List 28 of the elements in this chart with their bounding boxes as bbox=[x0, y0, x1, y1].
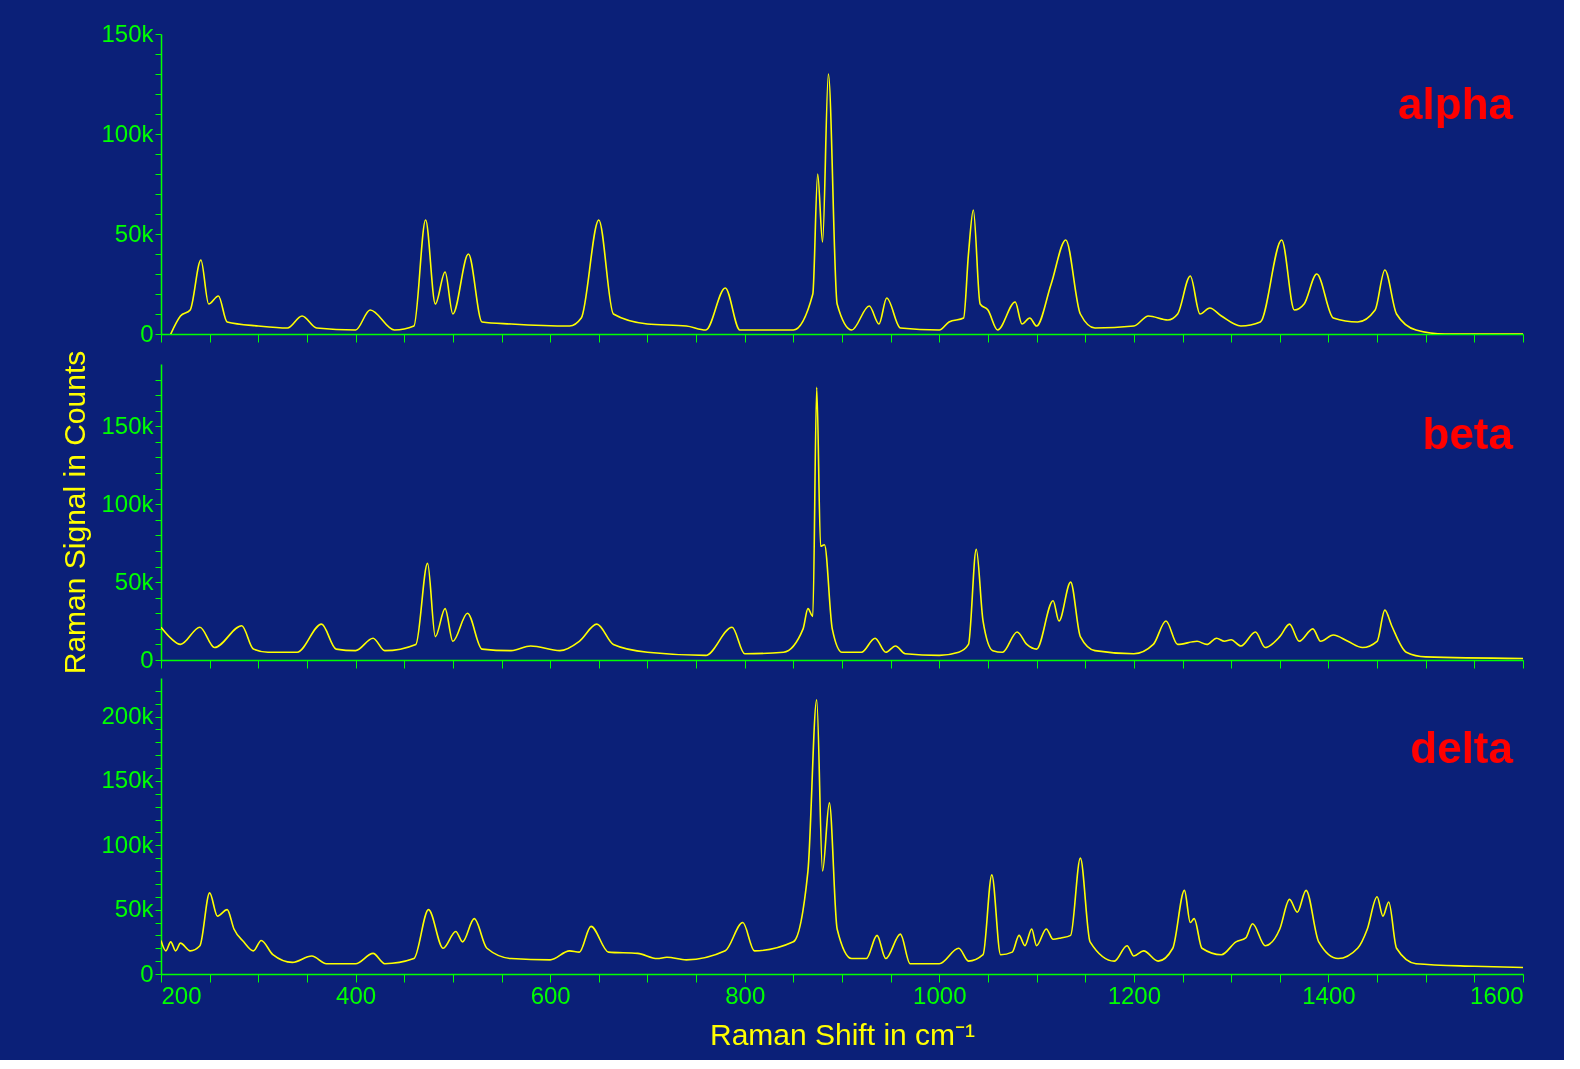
y-tick-label: 50k bbox=[114, 567, 155, 595]
y-tick-label: 200k bbox=[101, 702, 155, 730]
x-tick-label: 800 bbox=[725, 981, 766, 1009]
x-tick-label: 1400 bbox=[1302, 981, 1356, 1009]
x-tick-label: 1600 bbox=[1470, 981, 1524, 1009]
y-tick-label: 100k bbox=[101, 119, 155, 147]
text: beta bbox=[1422, 409, 1514, 458]
y-tick-label: 100k bbox=[101, 489, 155, 517]
text: alpha bbox=[1398, 79, 1514, 128]
y-axis-title: Raman Signal in Counts bbox=[58, 350, 92, 675]
y-tick-label: 100k bbox=[101, 830, 155, 858]
y-tick-label: 0 bbox=[140, 319, 154, 347]
y-tick-label: 150k bbox=[101, 411, 155, 439]
x-tick-label: 200 bbox=[161, 981, 202, 1009]
y-tick-label: 150k bbox=[101, 766, 155, 794]
y-tick-label: 50k bbox=[114, 219, 155, 247]
x-axis-title: Raman Shift in cm⁻¹ bbox=[709, 1017, 976, 1051]
x-tick-label: 600 bbox=[530, 981, 571, 1009]
text: delta bbox=[1410, 723, 1514, 772]
x-tick-label: 1200 bbox=[1107, 981, 1162, 1009]
y-tick-label: 0 bbox=[140, 645, 154, 673]
y-tick-label: 50k bbox=[114, 895, 155, 923]
line-series bbox=[161, 699, 1523, 969]
x-tick-label: 1000 bbox=[913, 981, 967, 1009]
y-tick-label: 150k bbox=[101, 19, 155, 47]
y-tick-label: 0 bbox=[140, 959, 154, 987]
line-series bbox=[169, 73, 1523, 334]
x-tick-label: 400 bbox=[336, 981, 377, 1009]
